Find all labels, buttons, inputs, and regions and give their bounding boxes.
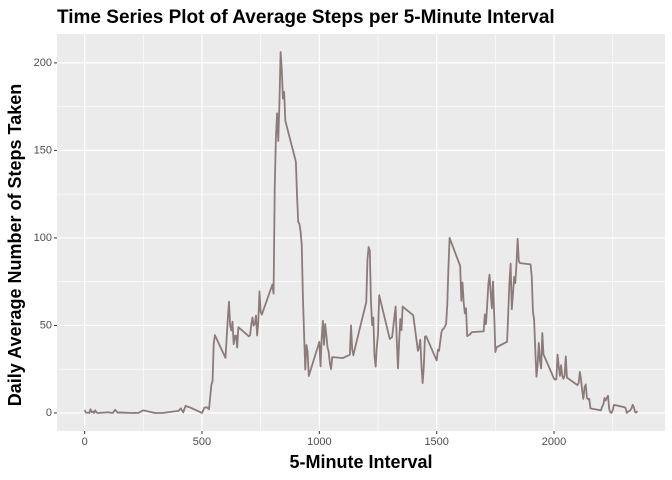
y-tick-label: 50	[40, 319, 52, 331]
chart-title: Time Series Plot of Average Steps per 5-…	[57, 7, 555, 28]
x-tick-label: 0	[82, 436, 88, 448]
plot-panel	[57, 34, 665, 431]
data-line	[83, 51, 639, 414]
y-axis-title: Daily Average Number of Steps Taken	[5, 84, 25, 406]
x-axis-title: 5-Minute Interval	[289, 452, 432, 472]
x-tick-label: 2000	[542, 436, 566, 448]
y-tick-label: 200	[34, 57, 52, 69]
x-tick-label: 1000	[307, 436, 331, 448]
x-tick-label: 500	[193, 436, 211, 448]
y-tick-label: 150	[34, 144, 52, 156]
x-tick-label: 1500	[424, 436, 448, 448]
y-tick-label: 0	[46, 407, 52, 419]
y-tick-label: 100	[34, 232, 52, 244]
